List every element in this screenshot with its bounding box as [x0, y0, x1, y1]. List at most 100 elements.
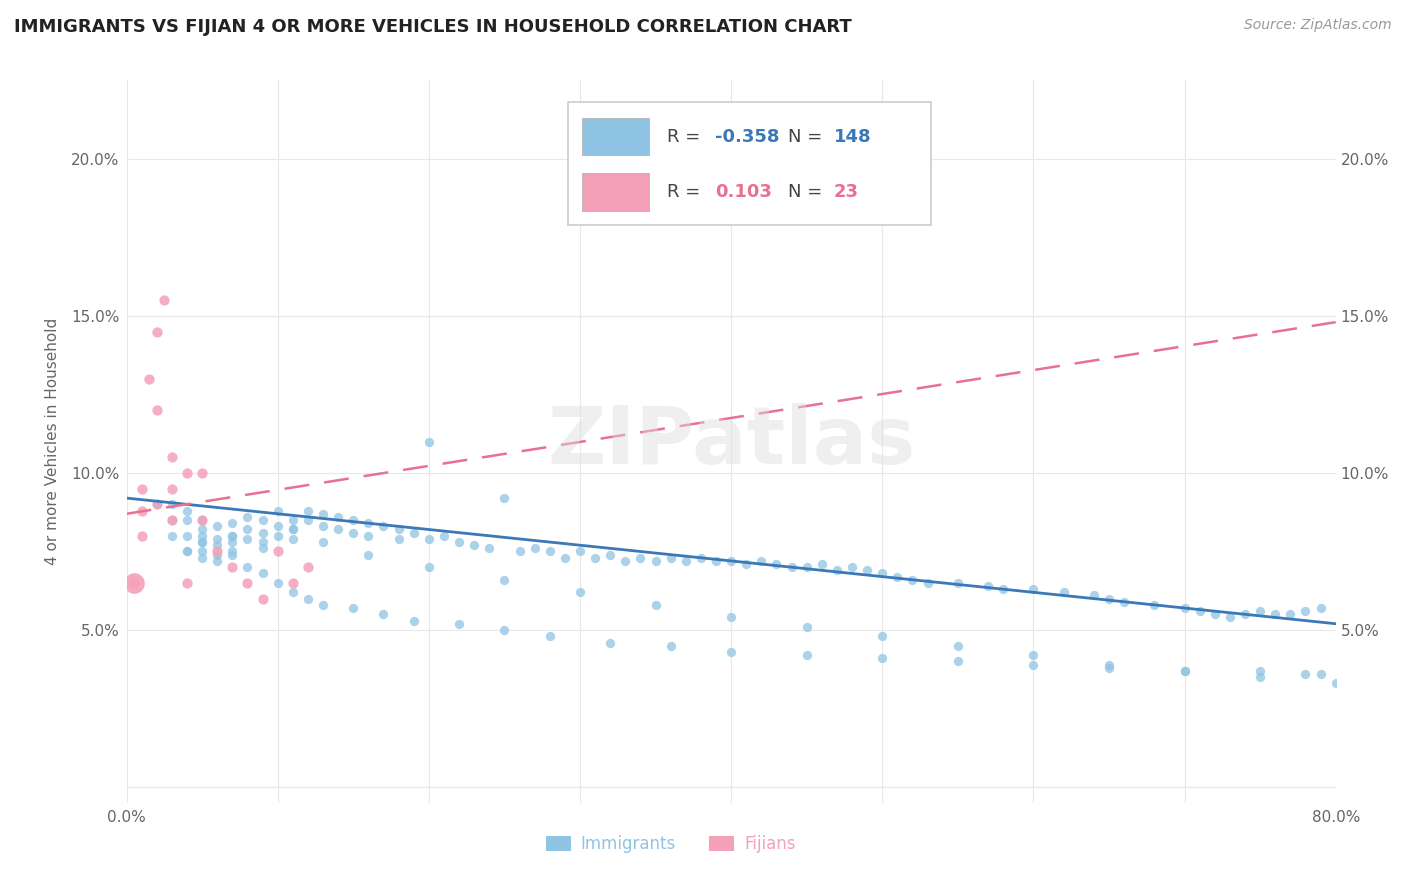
Point: [1294, 667, 1316, 681]
Point: [252, 566, 274, 581]
Point: [946, 575, 969, 590]
Point: [221, 516, 243, 531]
Point: [297, 591, 319, 606]
Point: [659, 639, 682, 653]
Point: [267, 529, 290, 543]
Point: [433, 529, 456, 543]
Point: [205, 548, 228, 562]
Point: [205, 554, 228, 568]
Point: [1204, 607, 1226, 622]
Point: [599, 635, 621, 649]
Point: [267, 544, 290, 558]
Point: [122, 575, 145, 590]
Point: [720, 645, 742, 659]
Point: [765, 557, 787, 571]
Point: [418, 434, 440, 449]
FancyBboxPatch shape: [582, 118, 650, 155]
Text: N =: N =: [787, 128, 828, 145]
Point: [160, 482, 183, 496]
Point: [796, 620, 818, 634]
Point: [447, 616, 470, 631]
Point: [1173, 664, 1195, 678]
Point: [357, 516, 380, 531]
Text: R =: R =: [666, 128, 706, 145]
Point: [1309, 601, 1331, 615]
Point: [131, 503, 153, 517]
Point: [780, 560, 803, 574]
Point: [917, 575, 939, 590]
Point: [252, 535, 274, 549]
Point: [160, 529, 183, 543]
Point: [388, 523, 411, 537]
Point: [236, 523, 259, 537]
Point: [205, 519, 228, 533]
Point: [312, 535, 335, 549]
Point: [252, 513, 274, 527]
Point: [312, 598, 335, 612]
Text: R =: R =: [666, 183, 706, 202]
Point: [252, 591, 274, 606]
Point: [1114, 595, 1136, 609]
Point: [146, 497, 169, 511]
Point: [176, 503, 198, 517]
Point: [205, 544, 228, 558]
Point: [993, 582, 1015, 597]
Point: [236, 532, 259, 546]
Point: [810, 557, 832, 571]
Point: [644, 554, 666, 568]
Point: [796, 560, 818, 574]
Point: [463, 538, 485, 552]
Point: [659, 550, 682, 565]
Point: [312, 507, 335, 521]
Text: 148: 148: [834, 128, 872, 145]
Point: [297, 560, 319, 574]
Point: [946, 655, 969, 669]
Point: [856, 563, 879, 577]
Point: [1173, 664, 1195, 678]
Point: [221, 560, 243, 574]
Point: [221, 535, 243, 549]
Point: [297, 503, 319, 517]
Point: [1098, 661, 1121, 675]
Point: [1234, 607, 1257, 622]
Point: [402, 614, 425, 628]
Point: [176, 466, 198, 480]
Point: [131, 482, 153, 496]
Point: [191, 535, 214, 549]
Point: [191, 523, 214, 537]
Point: [191, 513, 214, 527]
Point: [236, 510, 259, 524]
FancyBboxPatch shape: [568, 102, 931, 225]
Point: [373, 607, 395, 622]
Point: [138, 372, 160, 386]
Point: [1143, 598, 1166, 612]
Point: [568, 544, 592, 558]
Point: [176, 513, 198, 527]
Point: [494, 491, 516, 505]
Point: [146, 497, 169, 511]
Text: IMMIGRANTS VS FIJIAN 4 OR MORE VEHICLES IN HOUSEHOLD CORRELATION CHART: IMMIGRANTS VS FIJIAN 4 OR MORE VEHICLES …: [14, 18, 852, 36]
Point: [478, 541, 501, 556]
Point: [1249, 604, 1271, 618]
Point: [538, 629, 561, 643]
Point: [281, 585, 304, 599]
FancyBboxPatch shape: [582, 173, 650, 211]
Point: [176, 544, 198, 558]
Point: [614, 554, 637, 568]
Point: [281, 575, 304, 590]
Point: [675, 554, 697, 568]
Point: [357, 548, 380, 562]
Text: Source: ZipAtlas.com: Source: ZipAtlas.com: [1244, 18, 1392, 32]
Point: [267, 575, 290, 590]
Point: [388, 532, 411, 546]
Point: [281, 523, 304, 537]
Point: [236, 575, 259, 590]
Point: [886, 569, 908, 583]
Point: [176, 544, 198, 558]
Point: [720, 610, 742, 624]
Point: [153, 293, 176, 308]
Point: [735, 557, 758, 571]
Point: [297, 513, 319, 527]
Point: [221, 544, 243, 558]
Point: [122, 575, 145, 590]
